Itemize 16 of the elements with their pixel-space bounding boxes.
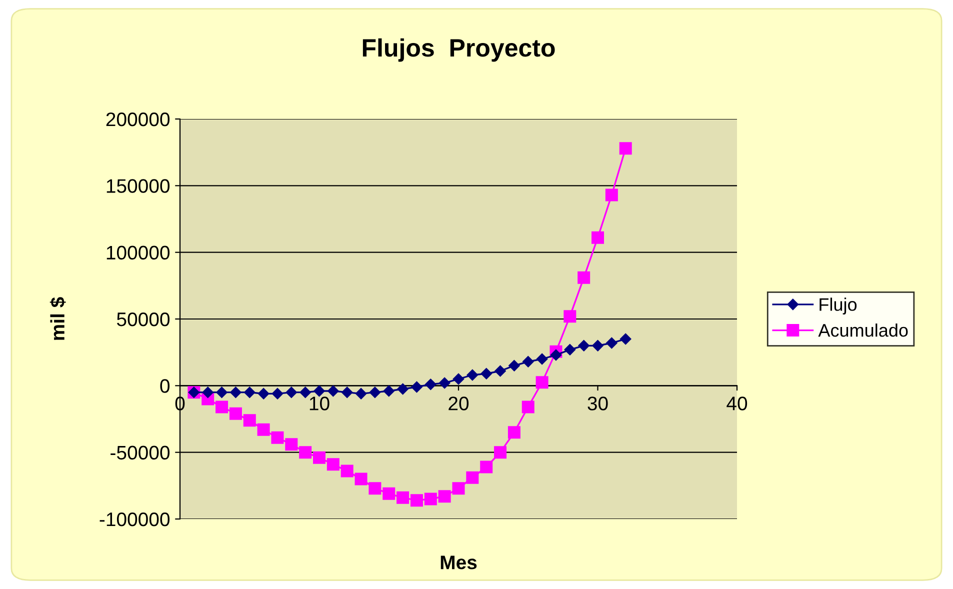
- y-tick-label: 100000: [106, 246, 170, 260]
- y-tick-label: 0: [160, 379, 170, 393]
- legend-label: Acumulado: [818, 324, 908, 337]
- x-tick-label: 10: [310, 396, 330, 410]
- legend-label: Flujo: [820, 298, 857, 314]
- y-tick-label: -100000: [100, 512, 170, 526]
- y-axis-title: mil $: [50, 297, 66, 340]
- y-tick-label: 50000: [116, 312, 170, 326]
- x-tick-label: 20: [448, 396, 469, 410]
- y-tick-label: 200000: [106, 112, 170, 126]
- y-tick-label: -50000: [110, 446, 170, 460]
- x-tick-label: 40: [726, 396, 748, 410]
- x-axis-title: Mes: [440, 556, 477, 570]
- y-tick-label: 150000: [106, 179, 170, 193]
- x-tick-label: 30: [588, 396, 608, 410]
- chart-title: Flujos Proyecto: [362, 38, 555, 62]
